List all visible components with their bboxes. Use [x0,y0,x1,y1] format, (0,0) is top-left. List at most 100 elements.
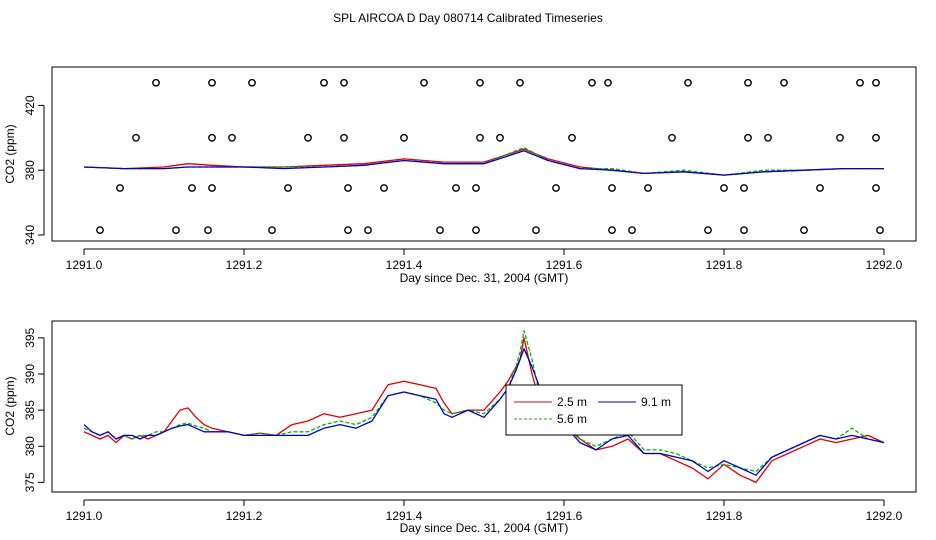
top-flag-point [208,133,216,142]
top-x-tick-label: 1291.0 [66,258,103,272]
bottom-x-axis: 1291.0 1291.2 1291.4 1291.6 1291.8 1292.0 [66,499,903,523]
top-flag-point [644,184,652,192]
top-flag-point [604,78,612,87]
top-flag-point [800,226,808,235]
top-flag-point [344,226,352,235]
legend-box [505,384,683,436]
top-flag-point [420,78,428,87]
bottom-series-9-1-m [83,348,885,476]
bottom-y-tick-label: 390 [23,364,37,384]
bottom-x-tick-label: 1291.6 [546,509,583,523]
top-flag-point [472,184,480,192]
top-flag-point [872,184,880,192]
top-flag-point [340,133,348,142]
top-flag-point [608,226,616,235]
bottom-x-tick-label: 1292.0 [866,509,903,523]
top-flag-point [268,226,276,235]
top-y-axis: 340 380 420 [23,95,45,245]
top-flag-point [188,184,196,192]
bottom-plot-frame [51,320,917,493]
top-flag-point [836,133,844,142]
top-y-tick-label: 340 [23,225,37,245]
top-flag-point [340,78,348,87]
bottom-x-tick-label: 1291.0 [66,509,103,523]
top-flag-point [228,133,236,142]
top-flag-point [284,184,292,192]
bottom-x-tick-label: 1291.2 [226,509,263,523]
chart-title: SPL AIRCOA D Day 080714 Calibrated Times… [333,11,603,25]
legend-label-5-6m: 5.6 m [557,412,587,426]
top-flag-point [552,184,560,192]
top-x-tick-label: 1291.6 [546,258,583,272]
top-flag-point [96,226,104,235]
top-flag-point [516,78,524,87]
top-flag-point [208,78,216,87]
bottom-x-axis-title: Day since Dec. 31, 2004 (GMT) [400,521,569,535]
top-flag-point [304,133,312,142]
top-y-tick-label: 420 [23,95,37,115]
top-flag-point [568,133,576,142]
top-flag-point [628,226,636,235]
top-flag-point [684,78,692,87]
top-flag-point [608,184,616,192]
bottom-y-tick-label: 385 [23,400,37,420]
top-flag-point [152,78,160,87]
top-flag-point [668,133,676,142]
bottom-y-tick-label: 375 [23,472,37,492]
top-x-tick-label: 1291.4 [386,258,423,272]
top-flag-point [740,226,748,235]
top-flag-point [744,133,752,142]
bottom-x-tick-label: 1291.4 [386,509,423,523]
bottom-y-tick-label: 380 [23,436,37,456]
top-flag-point [496,133,504,142]
top-flag-point [248,78,256,87]
top-flag-point [172,226,180,235]
bottom-series-5-6-m [83,329,885,473]
top-x-tick-label: 1291.8 [706,258,743,272]
legend-label-2-5m: 2.5 m [557,395,587,409]
bottom-y-axis: 375 380 385 390 395 [23,328,45,492]
legend: 2.5 m 9.1 m 5.6 m [505,384,683,436]
top-flag-point [856,78,864,87]
top-flag-point [364,226,372,235]
bottom-y-tick-label: 395 [23,328,37,348]
bottom-panel: 1291.0 1291.2 1291.4 1291.6 1291.8 1292.0 375… [3,320,917,535]
top-flag-point [208,184,216,192]
top-flag-markers [96,78,884,235]
top-flag-point [720,184,728,192]
top-flag-point [876,226,884,235]
top-flag-point [744,78,752,87]
bottom-series-lines [83,329,885,484]
top-flag-point [764,133,772,142]
top-series-5-6-m [83,146,884,176]
top-y-axis-title: CO2 (ppm) [3,124,17,183]
top-flag-point [436,226,444,235]
top-flag-point [452,184,460,192]
top-flag-point [740,184,748,192]
top-flag-point [116,184,124,192]
top-flag-point [816,184,824,192]
top-panel: 1291.0 1291.2 1291.4 1291.6 1291.8 1292.0 340… [3,66,917,285]
top-series-9-1-m [83,150,884,176]
top-flag-point [476,78,484,87]
top-flag-point [320,78,328,87]
top-series-lines [83,146,884,176]
top-flag-point [704,226,712,235]
top-flag-point [588,78,596,87]
top-flag-point [132,133,140,142]
bottom-y-axis-title: CO2 (ppm) [3,376,17,435]
top-x-axis-title: Day since Dec. 31, 2004 (GMT) [400,271,569,285]
bottom-x-tick-label: 1291.8 [706,509,743,523]
top-plot-frame [51,66,917,242]
top-y-tick-label: 380 [23,160,37,180]
top-flag-point [380,184,388,192]
top-flag-point [780,78,788,87]
top-x-axis: 1291.0 1291.2 1291.4 1291.6 1291.8 1292.0 [66,248,903,272]
top-flag-point [344,184,352,192]
bottom-series-2-5-m [83,337,885,484]
top-flag-point [204,226,212,235]
top-flag-point [476,133,484,142]
top-flag-point [532,226,540,235]
top-flag-point [472,226,480,235]
